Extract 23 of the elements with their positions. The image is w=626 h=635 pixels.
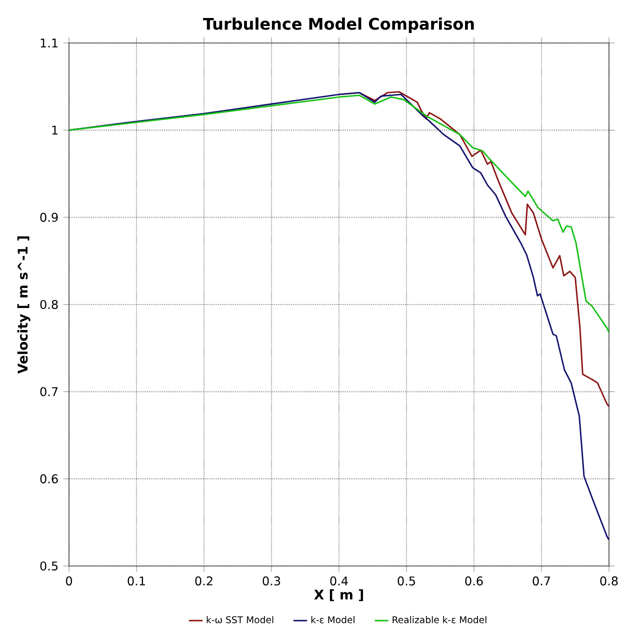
legend-label: Realizable k-ε Model: [392, 616, 486, 624]
x-tick-label: 0.4: [330, 576, 348, 586]
y-tick-label: 0.7: [40, 387, 58, 396]
x-tick-label: 0.8: [600, 576, 618, 586]
x-tick-label: 0.7: [532, 576, 550, 586]
y-tick-label: 0.9: [40, 212, 58, 222]
x-tick-label: 0.3: [262, 576, 280, 586]
x-tick-label: 0.5: [398, 576, 415, 586]
x-tick-label: 0: [66, 576, 72, 586]
x-tick-label: 0.2: [195, 576, 212, 586]
legend-label: k-ω SST Model: [206, 616, 274, 624]
line-series: [69, 94, 609, 334]
y-axis-title: Velocity [ m s^-1 ]: [17, 236, 30, 374]
y-tick-label: 0.8: [40, 300, 58, 310]
y-tick-label: 0.5: [40, 561, 58, 571]
y-tick-label: 1.1: [40, 38, 58, 48]
y-tick-label: 1: [52, 126, 58, 135]
legend-label: k-ε Model: [311, 616, 354, 624]
x-tick-label: 0.6: [465, 576, 483, 586]
chart-title: Turbulence Model Comparison: [203, 17, 474, 33]
x-tick-label: 0.1: [128, 576, 145, 586]
x-axis-title: X [ m ]: [314, 589, 363, 602]
y-tick-label: 0.6: [40, 474, 58, 484]
